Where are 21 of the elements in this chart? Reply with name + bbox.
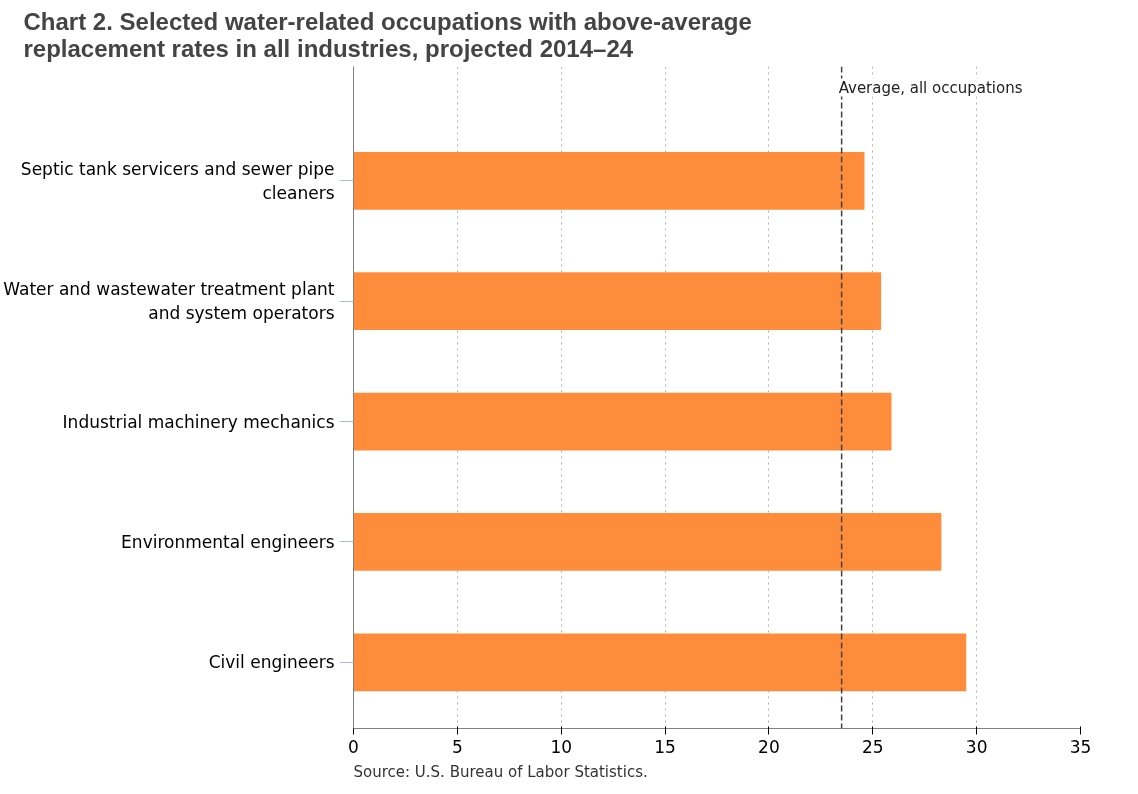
- chart-title: Chart 2. Selected water-related occupations with above-average replacement rates in all industries, projected 2014–24: [23, 7, 752, 62]
- x-tick-label: 20: [758, 736, 780, 757]
- ref-line-label: Average, all occupations: [838, 78, 1023, 97]
- x-tick-label: 5: [451, 736, 463, 757]
- bar: [353, 392, 892, 451]
- bar: [353, 151, 865, 210]
- y-tick-label: Septic tank servicers and sewer pipe cleaners: [20, 158, 335, 203]
- x-tick-label: 30: [965, 736, 988, 757]
- x-tick-label: 35: [1069, 736, 1092, 757]
- x-tick-label: 25: [861, 736, 884, 757]
- x-tick-label: 10: [550, 736, 573, 757]
- y-tick-label: Water and wastewater treatment plant and system operators: [3, 279, 335, 324]
- y-tick-label: Industrial machinery mechanics: [62, 411, 335, 432]
- x-tick-label: 15: [654, 736, 676, 757]
- x-tick-label: 0: [348, 736, 359, 757]
- y-tick-label: Civil engineers: [208, 652, 335, 673]
- source-note: Source: U.S. Bureau of Labor Statistics.: [353, 762, 648, 781]
- y-tick-label: Environmental engineers: [121, 531, 335, 552]
- bar: [353, 513, 942, 571]
- bar: [353, 272, 882, 331]
- bar: [353, 633, 967, 692]
